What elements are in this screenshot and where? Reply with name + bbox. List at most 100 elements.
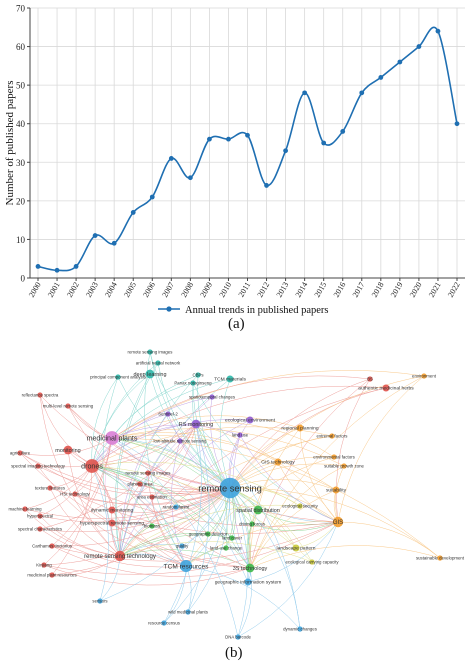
data-point-2005 xyxy=(130,210,136,215)
node-area-estimation-42 xyxy=(149,494,155,500)
node-label-kinjiang-49: Kinjiang xyxy=(36,563,52,568)
edge-75 xyxy=(91,376,119,467)
edge-117 xyxy=(195,422,335,458)
edge-83 xyxy=(67,405,251,569)
edge-197 xyxy=(187,487,231,613)
edge-202 xyxy=(163,423,202,624)
edge-37 xyxy=(111,415,301,439)
edge-54 xyxy=(111,437,249,583)
edge-167 xyxy=(51,555,121,576)
x-tick-label-2010: 2010 xyxy=(217,281,233,299)
x-tick-label-2014: 2014 xyxy=(294,281,310,299)
edge-71 xyxy=(157,362,231,489)
node-low-altitude-remote-sensing-33 xyxy=(177,438,183,444)
edge-59 xyxy=(277,461,339,523)
edge-183 xyxy=(119,533,209,557)
edge-95 xyxy=(111,370,425,439)
edge-159 xyxy=(51,521,339,562)
node-spectral-characteristics-47 xyxy=(37,526,43,532)
node-label-geographic-detector-55: geographic detector xyxy=(189,532,228,537)
x-tick-label-2011: 2011 xyxy=(237,281,253,299)
edge-210 xyxy=(99,487,231,602)
edge-58 xyxy=(111,432,279,463)
node-remote-sensing-technology-4 xyxy=(114,550,126,562)
edge-122 xyxy=(19,452,231,494)
node-land-cover-56 xyxy=(229,535,235,541)
node-artificial-neural-network-22 xyxy=(155,360,161,366)
x-tick-label-2001: 2001 xyxy=(46,281,62,299)
edge-185 xyxy=(91,465,233,539)
edge-152 xyxy=(39,465,93,517)
node-extremal-factors-34 xyxy=(329,433,335,439)
node-label-random-forest-44: random forest xyxy=(163,505,191,510)
node-label-sensors-64: sensors xyxy=(92,599,108,604)
data-point-2007 xyxy=(168,156,174,161)
edge-88 xyxy=(111,382,194,439)
edge-128 xyxy=(37,423,197,468)
edge-163 xyxy=(43,521,339,575)
node-monitoring-9 xyxy=(63,445,73,455)
data-point-2021 xyxy=(435,28,441,34)
node-label-spectral-characteristics-47: spectral characteristics xyxy=(18,527,63,532)
edge-192 xyxy=(119,504,301,557)
edge-191 xyxy=(91,461,301,507)
edge-31 xyxy=(257,509,339,525)
data-point-2018 xyxy=(378,75,384,80)
edge-189 xyxy=(119,541,313,563)
edge-199 xyxy=(187,423,210,613)
x-tick-label-2002: 2002 xyxy=(65,281,81,299)
data-point-2001 xyxy=(54,267,60,273)
node-label-sentinel-2-31: Sentinel-2 xyxy=(158,412,178,417)
node-label-gis-5: GIS xyxy=(333,520,343,526)
node-dna-barcode-62 xyxy=(235,634,241,640)
edge-81 xyxy=(67,405,113,439)
edge-52 xyxy=(249,547,297,569)
node-label-spatiotemporal-changes-28: spatiotemporal changes xyxy=(189,395,236,400)
node-medicinal-plant-resources-50 xyxy=(49,572,55,578)
node-regional-planning-12 xyxy=(296,424,304,432)
node-label-machine-learning-45: machine learning xyxy=(8,507,42,512)
node-3s-technology-8 xyxy=(245,563,255,573)
edge-151 xyxy=(39,487,231,523)
edge-98 xyxy=(229,378,371,489)
node-label-quality-54: quality xyxy=(176,544,189,549)
edge-79 xyxy=(39,394,121,557)
node-ecological-environment-11 xyxy=(246,416,254,424)
node-suitable-growth-zone-36 xyxy=(341,463,347,469)
edge-162 xyxy=(43,437,113,566)
edge-119 xyxy=(111,428,345,467)
node-remote-sensing-0 xyxy=(219,477,241,499)
edge-114 xyxy=(119,435,333,557)
node-label-bs-30: BS xyxy=(367,377,373,382)
node-label-panax-notoginseng-27: Panax notoginseng xyxy=(174,381,212,386)
node-kinjiang-49 xyxy=(41,562,47,568)
edge-41 xyxy=(91,385,387,467)
edge-78 xyxy=(39,394,93,467)
data-point-2009 xyxy=(207,136,212,142)
edge-15 xyxy=(185,521,339,567)
node-label-driving-forces-52: driving forces xyxy=(239,522,266,527)
data-point-2017 xyxy=(359,90,365,96)
edge-165 xyxy=(51,487,231,576)
edge-182 xyxy=(91,465,209,535)
edge-87 xyxy=(192,382,231,489)
x-tick-label-2016: 2016 xyxy=(332,281,348,299)
data-point-2012 xyxy=(264,183,269,188)
edge-141 xyxy=(74,487,231,506)
node-agriculture-37 xyxy=(17,450,23,456)
edge-137 xyxy=(119,483,141,557)
x-tick-label-2013: 2013 xyxy=(275,281,291,299)
node-label-extremal-factors-34: extremal factors xyxy=(317,434,349,439)
node-sensors-64 xyxy=(97,598,103,604)
x-tick-label-2005: 2005 xyxy=(122,281,138,299)
node-label-remote-sensing-images-21: remote sensing images xyxy=(128,350,174,355)
node-driving-forces-52 xyxy=(249,521,255,527)
node-label-rs-monitoring-7: RS monitoring xyxy=(179,422,213,428)
edge-51 xyxy=(295,521,339,549)
node-label-area-estimation-42: area estimation xyxy=(137,495,167,500)
node-hyperspectral-remote-sensing-15 xyxy=(108,519,116,527)
node-remote-sensing-images-39 xyxy=(145,470,151,476)
node-label-medicinal-plant-resources-50: medicinal plant resources xyxy=(27,573,77,578)
node-spatial-distribution-10 xyxy=(253,505,263,515)
